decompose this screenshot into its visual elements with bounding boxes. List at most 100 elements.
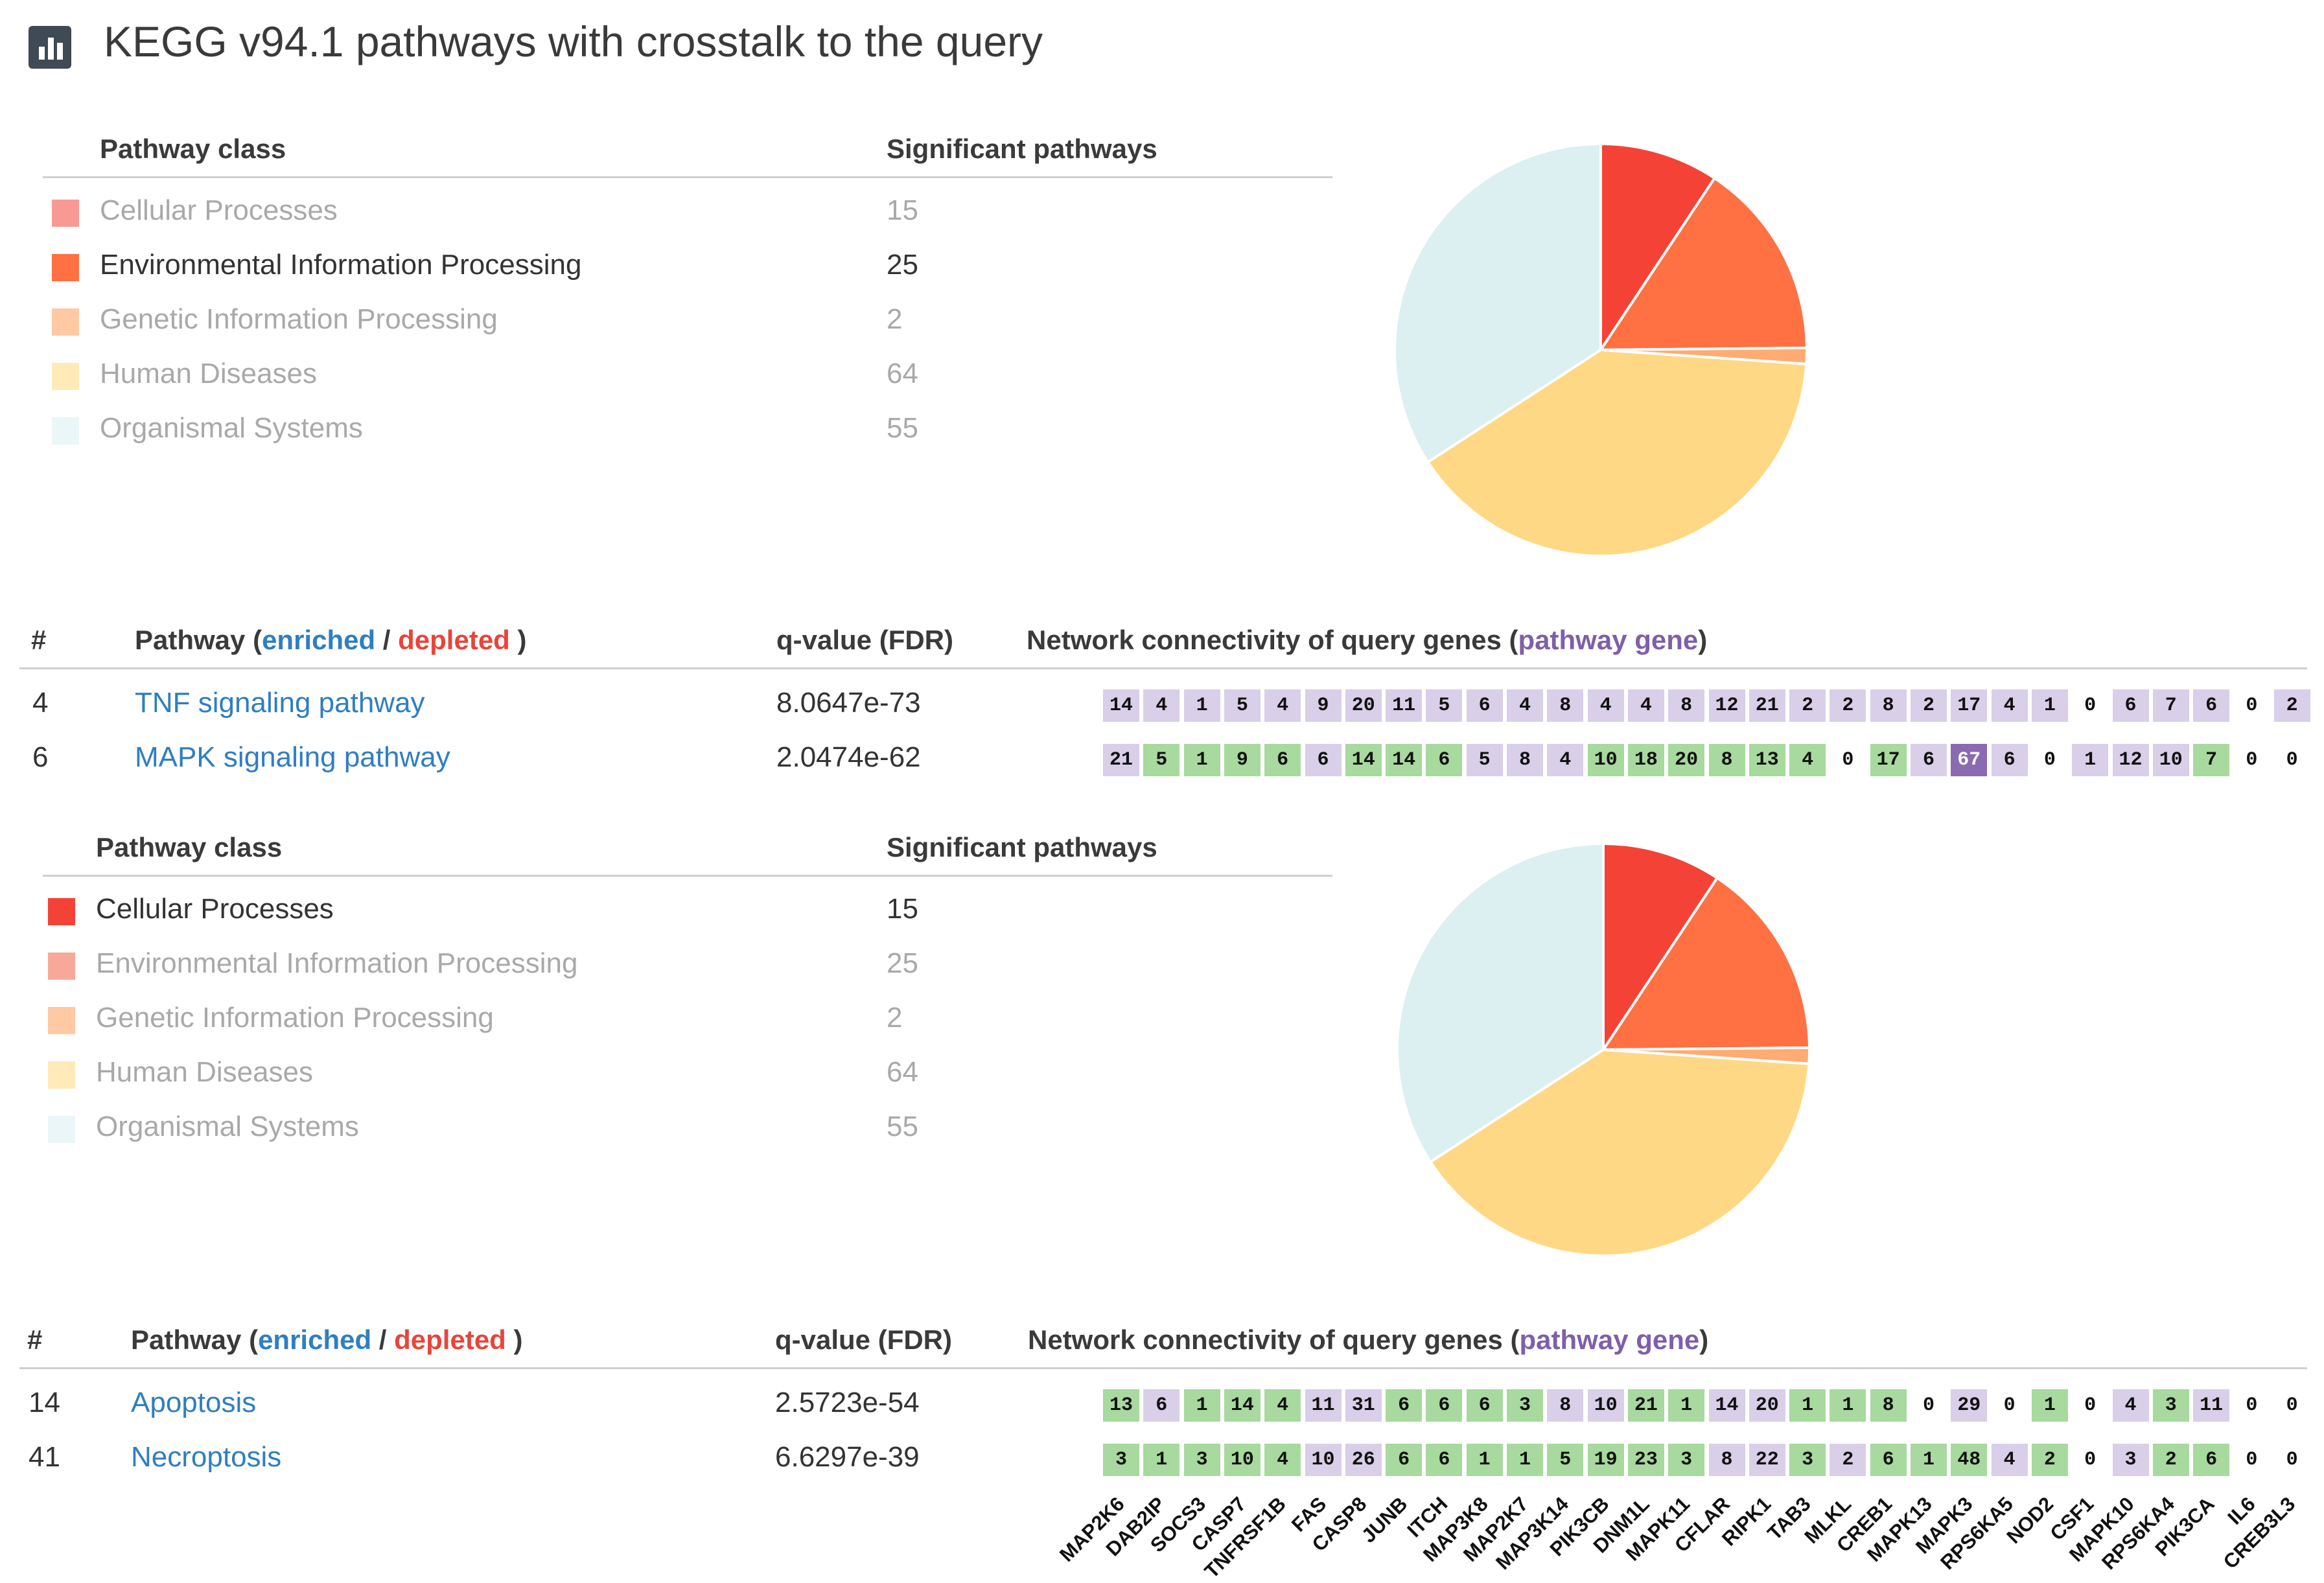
connectivity-cell[interactable]: 4 (1587, 689, 1624, 722)
class-row-cellular[interactable]: Cellular Processes 15 (43, 188, 1332, 242)
class-row-environmental[interactable]: Environmental Information Processing 25 (43, 242, 1332, 297)
connectivity-cell[interactable]: 11 (2193, 1389, 2230, 1422)
connectivity-cell[interactable]: 31 (1345, 1389, 1382, 1422)
class-row-cellular[interactable]: Cellular Processes 15 (43, 886, 1332, 941)
connectivity-cell[interactable]: 12 (1708, 689, 1745, 722)
connectivity-cell[interactable]: 12 (2112, 744, 2149, 776)
connectivity-cell[interactable]: 0 (2072, 1389, 2109, 1422)
connectivity-cell[interactable]: 23 (1627, 1444, 1664, 1476)
class-row-genetic[interactable]: Genetic Information Processing 2 (43, 297, 1332, 351)
pathway-link[interactable]: Apoptosis (131, 1387, 257, 1418)
connectivity-cell[interactable]: 0 (1991, 1389, 2028, 1422)
class-row-organismal[interactable]: Organismal Systems 55 (43, 406, 1332, 460)
connectivity-cell[interactable]: 3 (2152, 1389, 2189, 1422)
slice-organismal[interactable] (1396, 842, 1605, 1164)
slice-environmental[interactable] (1598, 176, 1809, 352)
connectivity-cell[interactable]: 14 (1103, 689, 1139, 722)
connectivity-cell[interactable]: 20 (1749, 1389, 1785, 1422)
class-row-human[interactable]: Human Diseases 64 (43, 1050, 1332, 1104)
connectivity-cell[interactable]: 3 (1507, 1389, 1543, 1422)
connectivity-cell[interactable]: 8 (1708, 744, 1745, 776)
connectivity-cell[interactable]: 11 (1386, 689, 1423, 722)
connectivity-cell[interactable]: 1 (1507, 1444, 1543, 1476)
connectivity-cell[interactable]: 13 (1103, 1389, 1139, 1422)
connectivity-cell[interactable]: 3 (1668, 1444, 1705, 1476)
connectivity-cell[interactable]: 1 (1143, 1444, 1180, 1476)
connectivity-cell[interactable]: 5 (1426, 689, 1463, 722)
connectivity-cell[interactable]: 4 (1507, 689, 1543, 722)
connectivity-cell[interactable]: 6 (1426, 744, 1463, 776)
connectivity-cell[interactable]: 1 (1668, 1389, 1705, 1422)
connectivity-cell[interactable]: 14 (1224, 1389, 1261, 1422)
connectivity-cell[interactable]: 4 (1143, 689, 1180, 722)
connectivity-cell[interactable]: 3 (1103, 1444, 1139, 1476)
connectivity-cell[interactable]: 8 (1547, 1389, 1584, 1422)
connectivity-cell[interactable]: 4 (1991, 1444, 2028, 1476)
connectivity-cell[interactable]: 6 (1143, 1389, 1180, 1422)
slice-environmental[interactable] (1601, 876, 1811, 1052)
connectivity-cell[interactable]: 6 (1991, 744, 2028, 776)
connectivity-cell[interactable]: 0 (2233, 744, 2270, 776)
connectivity-cell[interactable]: 10 (1587, 1389, 1624, 1422)
connectivity-cell[interactable]: 6 (1466, 689, 1503, 722)
connectivity-cell[interactable]: 6 (1466, 1389, 1503, 1422)
connectivity-cell[interactable]: 67 (1951, 744, 1988, 776)
connectivity-cell[interactable]: 2 (1830, 689, 1866, 722)
connectivity-cell[interactable]: 6 (2112, 689, 2149, 722)
connectivity-cell[interactable]: 20 (1668, 744, 1705, 776)
connectivity-cell[interactable]: 6 (1386, 1389, 1423, 1422)
connectivity-cell[interactable]: 6 (1911, 744, 1947, 776)
connectivity-cell[interactable]: 4 (1547, 744, 1584, 776)
connectivity-cell[interactable]: 5 (1143, 744, 1180, 776)
connectivity-cell[interactable]: 4 (1789, 744, 1826, 776)
connectivity-cell[interactable]: 6 (1870, 1444, 1907, 1476)
connectivity-cell[interactable]: 4 (1264, 1389, 1301, 1422)
connectivity-cell[interactable]: 4 (2112, 1389, 2149, 1422)
connectivity-cell[interactable]: 0 (1830, 744, 1866, 776)
connectivity-cell[interactable]: 6 (1264, 744, 1301, 776)
connectivity-cell[interactable]: 6 (1386, 1444, 1423, 1476)
connectivity-cell[interactable]: 2 (2031, 1444, 2068, 1476)
connectivity-cell[interactable]: 6 (1426, 1444, 1463, 1476)
connectivity-cell[interactable]: 26 (1345, 1444, 1382, 1476)
connectivity-cell[interactable]: 14 (1708, 1389, 1745, 1422)
connectivity-cell[interactable]: 4 (1627, 689, 1664, 722)
connectivity-cell[interactable]: 17 (1870, 744, 1907, 776)
connectivity-cell[interactable]: 4 (1991, 689, 2028, 722)
connectivity-cell[interactable]: 9 (1305, 689, 1342, 722)
connectivity-cell[interactable]: 8 (1668, 689, 1705, 722)
connectivity-cell[interactable]: 0 (2072, 689, 2109, 722)
connectivity-cell[interactable]: 5 (1224, 689, 1261, 722)
connectivity-cell[interactable]: 1 (1789, 1389, 1826, 1422)
pathway-link[interactable]: MAPK signaling pathway (135, 741, 450, 773)
connectivity-cell[interactable]: 3 (2112, 1444, 2149, 1476)
connectivity-cell[interactable]: 29 (1951, 1389, 1988, 1422)
connectivity-cell[interactable]: 8 (1870, 689, 1907, 722)
class-row-genetic[interactable]: Genetic Information Processing 2 (43, 995, 1332, 1050)
pathway-link[interactable]: TNF signaling pathway (135, 687, 425, 719)
pathway-link[interactable]: Necroptosis (131, 1441, 282, 1473)
connectivity-cell[interactable]: 1 (1830, 1389, 1866, 1422)
connectivity-cell[interactable]: 0 (2031, 744, 2068, 776)
connectivity-cell[interactable]: 10 (1305, 1444, 1342, 1476)
connectivity-cell[interactable]: 2 (1830, 1444, 1866, 1476)
connectivity-cell[interactable]: 48 (1951, 1444, 1988, 1476)
connectivity-cell[interactable]: 21 (1627, 1389, 1664, 1422)
connectivity-cell[interactable]: 14 (1386, 744, 1423, 776)
connectivity-cell[interactable]: 10 (1587, 744, 1624, 776)
connectivity-cell[interactable]: 8 (1547, 689, 1584, 722)
connectivity-cell[interactable]: 1 (1183, 689, 1220, 722)
connectivity-cell[interactable]: 1 (1466, 1444, 1503, 1476)
connectivity-cell[interactable]: 0 (2273, 744, 2310, 776)
connectivity-cell[interactable]: 1 (1183, 1389, 1220, 1422)
connectivity-cell[interactable]: 5 (1466, 744, 1503, 776)
connectivity-cell[interactable]: 2 (1911, 689, 1947, 722)
connectivity-cell[interactable]: 2 (2273, 689, 2310, 722)
connectivity-cell[interactable]: 17 (1951, 689, 1988, 722)
connectivity-cell[interactable]: 3 (1183, 1444, 1220, 1476)
connectivity-cell[interactable]: 0 (2072, 1444, 2109, 1476)
connectivity-cell[interactable]: 2 (1789, 689, 1826, 722)
slice-cellular[interactable] (1599, 142, 1717, 354)
connectivity-cell[interactable]: 14 (1345, 744, 1382, 776)
connectivity-cell[interactable]: 10 (2152, 744, 2189, 776)
